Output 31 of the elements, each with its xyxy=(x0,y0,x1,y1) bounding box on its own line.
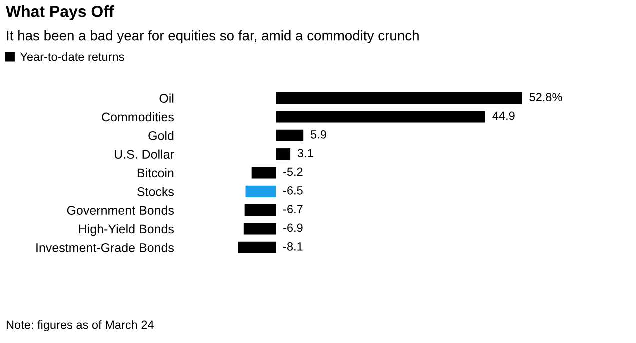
bar xyxy=(276,111,486,123)
text: Note: figures as of March 24 xyxy=(6,320,154,332)
data-label: -6.9 xyxy=(284,224,303,232)
data-label: 3.1 xyxy=(298,149,314,158)
bar xyxy=(276,130,304,142)
y-tick-label: U.S. Dollar xyxy=(114,150,174,159)
bar xyxy=(276,92,522,104)
data-label: -8.1 xyxy=(284,242,303,251)
text: What Pays Off xyxy=(6,6,114,20)
bar xyxy=(276,148,291,160)
data-label: 5.9 xyxy=(311,130,326,139)
data-label: -5.2 xyxy=(284,168,303,176)
bar xyxy=(246,186,276,198)
bar xyxy=(244,204,276,216)
bar xyxy=(244,223,276,235)
chart-subtitle: It has been a bad year for equities so far, amid a commodity crunch xyxy=(7,30,419,44)
bar xyxy=(238,242,276,254)
y-tick-label: Oil xyxy=(160,94,174,103)
y-tick-label: Government Bonds xyxy=(67,206,174,215)
y-tick-label: Investment-Grade Bonds xyxy=(36,243,174,252)
y-tick-label: Commodities xyxy=(102,112,174,122)
legend-label: Year-to-date returns xyxy=(20,52,124,62)
y-tick-label: Bitcoin xyxy=(138,168,174,178)
bar xyxy=(252,167,276,179)
y-tick-label: Stocks xyxy=(138,187,174,196)
data-label: 44.9 xyxy=(492,112,515,120)
y-tick-label: High-Yield Bonds xyxy=(79,224,174,236)
data-label: -6.5 xyxy=(284,186,303,195)
data-label: -6.7 xyxy=(284,205,303,214)
data-label: 52.8% xyxy=(530,93,562,102)
y-tick-label: Gold xyxy=(148,131,174,140)
